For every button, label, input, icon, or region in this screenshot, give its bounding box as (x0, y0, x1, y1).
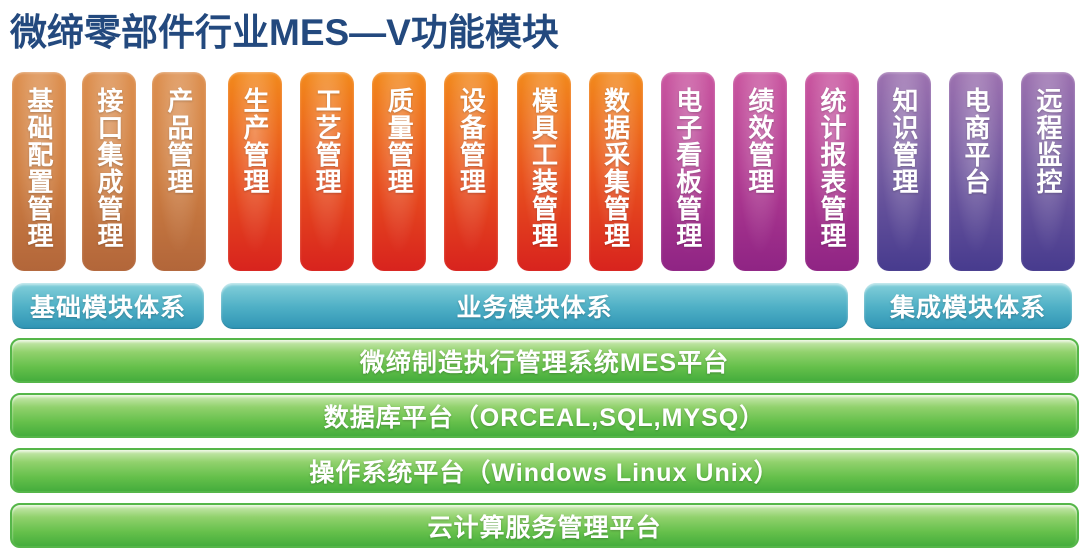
module-pillar-basic: 接口集成管理 (82, 72, 136, 271)
tier-bar-integration-label: 集成模块体系 (889, 294, 1046, 322)
module-pillar-label: 数据采集管理 (600, 87, 631, 249)
tier-bar-basic-label: 基础模块体系 (29, 294, 186, 322)
module-pillar-label: 生产管理 (240, 87, 270, 195)
module-pillar-label: 电商平台 (961, 87, 991, 195)
module-pillar-integration: 远程监控 (1021, 72, 1075, 271)
platform-bar-mes: 微缔制造执行管理系统MES平台 (10, 338, 1079, 383)
module-pillar-business: 统计报表管理 (805, 72, 859, 271)
platform-bar-os-label: 操作系统平台（Windows Linux Unix） (309, 458, 780, 487)
tier-bar-basic: 基础模块体系 (12, 283, 204, 329)
tier-bar-business: 业务模块体系 (221, 283, 848, 329)
platform-bar-database-label: 数据库平台（ORCEAL,SQL,MYSQ） (323, 403, 766, 432)
module-pillar-basic: 产品管理 (152, 72, 206, 271)
page-title: 微缔零部件行业MES—V功能模块 (10, 12, 559, 53)
module-pillar-business: 绩效管理 (732, 72, 787, 271)
module-pillar-business: 质量管理 (372, 72, 427, 271)
module-pillar-label: 远程监控 (1033, 87, 1063, 195)
module-group-business: 生产管理 工艺管理 质量管理 设备管理 模具工装管理 数据采集管理 电子看板管理 绩效管理 统计… (228, 72, 859, 271)
platform-bar-os: 操作系统平台（Windows Linux Unix） (10, 448, 1079, 493)
tier-bar-integration: 集成模块体系 (864, 283, 1072, 329)
module-pillar-label: 接口集成管理 (94, 87, 124, 249)
module-pillar-label: 质量管理 (384, 87, 415, 195)
platform-bar-cloud-label: 云计算服务管理平台 (427, 513, 662, 542)
module-pillar-integration: 知识管理 (877, 72, 931, 271)
module-pillar-label: 绩效管理 (744, 87, 775, 195)
platform-bar-cloud: 云计算服务管理平台 (10, 503, 1079, 548)
module-pillar-label: 电子看板管理 (672, 87, 703, 249)
module-pillar-business: 数据采集管理 (588, 72, 643, 271)
platform-stack: 微缔制造执行管理系统MES平台 数据库平台（ORCEAL,SQL,MYSQ） 操… (10, 338, 1079, 548)
module-pillar-label: 产品管理 (164, 87, 194, 195)
module-group-integration: 知识管理 电商平台 远程监控 (877, 72, 1075, 271)
module-pillar-business: 生产管理 (228, 72, 282, 271)
module-pillar-label: 模具工装管理 (528, 87, 559, 249)
module-pillar-label: 知识管理 (889, 87, 919, 195)
module-pillar-label: 统计报表管理 (817, 87, 847, 249)
platform-bar-database: 数据库平台（ORCEAL,SQL,MYSQ） (10, 393, 1079, 438)
module-group-basic: 基础配置管理 接口集成管理 产品管理 (12, 72, 206, 271)
module-pillar-label: 基础配置管理 (24, 87, 54, 249)
tier-bar-business-label: 业务模块体系 (456, 294, 613, 322)
module-pillar-label: 工艺管理 (312, 87, 343, 195)
platform-bar-mes-label: 微缔制造执行管理系统MES平台 (359, 348, 730, 377)
module-pillar-basic: 基础配置管理 (12, 72, 66, 271)
module-pillar-label: 设备管理 (456, 87, 487, 195)
module-pillar-business: 模具工装管理 (516, 72, 571, 271)
module-pillar-integration: 电商平台 (949, 72, 1003, 271)
module-pillar-business: 设备管理 (444, 72, 499, 271)
module-pillar-business: 电子看板管理 (660, 72, 715, 271)
module-pillar-business: 工艺管理 (300, 72, 355, 271)
